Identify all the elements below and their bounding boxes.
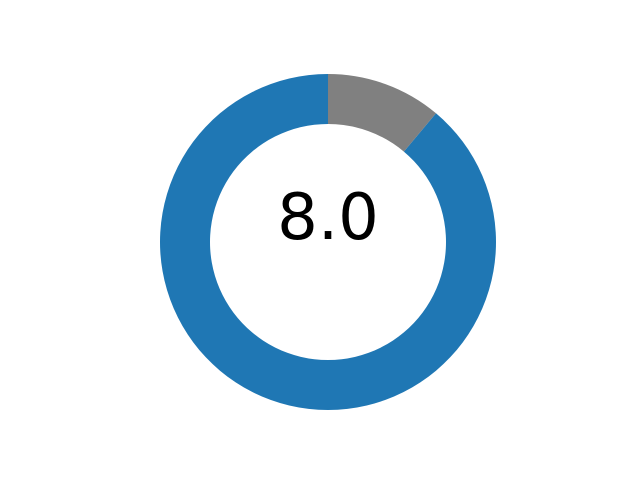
center-value-label: 8.0: [277, 181, 379, 255]
slice-value: [160, 74, 497, 410]
slice-remainder: [328, 74, 436, 152]
donut-slices: [160, 74, 497, 410]
